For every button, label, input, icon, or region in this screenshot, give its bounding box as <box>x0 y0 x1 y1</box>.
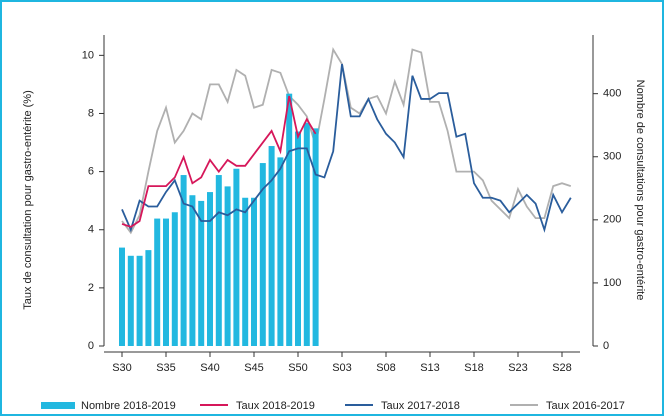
y-axis-label: Taux de consultation pour gastro-entérit… <box>22 90 34 310</box>
y-tick-label: 2 <box>88 282 94 294</box>
bar <box>215 175 222 346</box>
x-tick-label: S23 <box>508 362 528 374</box>
legend-swatch <box>41 402 75 409</box>
x-tick-label: S40 <box>200 362 220 374</box>
legend-label: Taux 2016-2017 <box>546 400 625 412</box>
bar <box>312 128 319 346</box>
legend-label: Nombre 2018-2019 <box>81 400 176 412</box>
x-tick-label: S13 <box>420 362 440 374</box>
y2-tick-label: 100 <box>603 277 621 289</box>
bar <box>277 157 284 346</box>
bar <box>303 122 310 346</box>
y-tick-label: 0 <box>88 340 94 352</box>
x-tick-label: S18 <box>464 362 484 374</box>
bar <box>207 192 213 346</box>
x-tick-label: S30 <box>112 362 132 374</box>
x-tick-label: S08 <box>376 362 396 374</box>
bar <box>189 195 196 346</box>
y-tick-label: 6 <box>88 166 94 178</box>
bar <box>145 250 152 346</box>
y2-tick-label: 400 <box>603 88 621 100</box>
bar <box>171 212 178 346</box>
x-tick-label: S03 <box>332 362 352 374</box>
bar <box>233 168 240 346</box>
bar <box>154 218 161 346</box>
bar <box>198 200 205 346</box>
bar <box>295 131 301 346</box>
x-tick-label: S45 <box>244 362 264 374</box>
line <box>121 95 317 228</box>
bar <box>242 197 249 346</box>
y-tick-label: 8 <box>88 107 94 119</box>
y2-axis-label: Nombre de consultations pour gastro-enté… <box>634 80 646 301</box>
y2-tick-label: 300 <box>603 151 621 163</box>
bar <box>119 247 125 346</box>
y-tick-label: 4 <box>88 224 94 236</box>
line <box>121 63 572 233</box>
bar <box>127 255 134 346</box>
bar <box>259 163 266 346</box>
bar <box>268 146 275 346</box>
y-tick-label: 10 <box>82 49 94 61</box>
y2-tick-label: 200 <box>603 214 621 226</box>
y2-tick-label: 0 <box>603 340 609 352</box>
legend-label: Taux 2018-2019 <box>236 400 315 412</box>
bar <box>163 218 169 346</box>
bar <box>136 255 143 346</box>
bar <box>224 186 231 346</box>
x-tick-label: S35 <box>156 362 176 374</box>
bar <box>286 93 293 346</box>
bar <box>180 175 187 346</box>
x-tick-label: S50 <box>288 362 308 374</box>
legend-label: Taux 2017-2018 <box>381 400 460 412</box>
x-tick-label: S28 <box>552 362 572 374</box>
bar <box>251 197 257 346</box>
